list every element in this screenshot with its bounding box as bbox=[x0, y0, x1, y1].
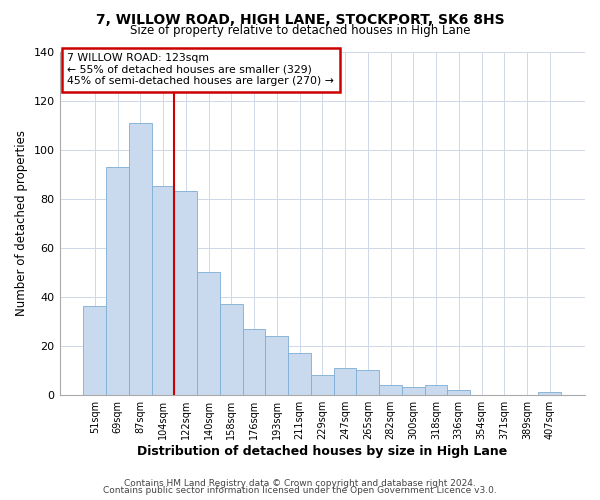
Bar bbox=[334, 368, 356, 394]
Bar bbox=[265, 336, 288, 394]
Bar bbox=[220, 304, 242, 394]
Text: 7, WILLOW ROAD, HIGH LANE, STOCKPORT, SK6 8HS: 7, WILLOW ROAD, HIGH LANE, STOCKPORT, SK… bbox=[95, 12, 505, 26]
Bar bbox=[288, 353, 311, 395]
Bar bbox=[152, 186, 175, 394]
Text: Contains HM Land Registry data © Crown copyright and database right 2024.: Contains HM Land Registry data © Crown c… bbox=[124, 478, 476, 488]
Y-axis label: Number of detached properties: Number of detached properties bbox=[15, 130, 28, 316]
Bar bbox=[356, 370, 379, 394]
Text: Contains public sector information licensed under the Open Government Licence v3: Contains public sector information licen… bbox=[103, 486, 497, 495]
Bar bbox=[197, 272, 220, 394]
Bar bbox=[311, 375, 334, 394]
Bar bbox=[175, 191, 197, 394]
Bar bbox=[129, 122, 152, 394]
Text: 7 WILLOW ROAD: 123sqm
← 55% of detached houses are smaller (329)
45% of semi-det: 7 WILLOW ROAD: 123sqm ← 55% of detached … bbox=[67, 53, 334, 86]
Bar bbox=[402, 388, 425, 394]
Bar bbox=[242, 328, 265, 394]
Bar bbox=[538, 392, 561, 394]
Text: Size of property relative to detached houses in High Lane: Size of property relative to detached ho… bbox=[130, 24, 470, 37]
Bar bbox=[425, 385, 448, 394]
Bar bbox=[83, 306, 106, 394]
X-axis label: Distribution of detached houses by size in High Lane: Distribution of detached houses by size … bbox=[137, 444, 508, 458]
Bar bbox=[448, 390, 470, 394]
Bar bbox=[106, 166, 129, 394]
Bar bbox=[379, 385, 402, 394]
